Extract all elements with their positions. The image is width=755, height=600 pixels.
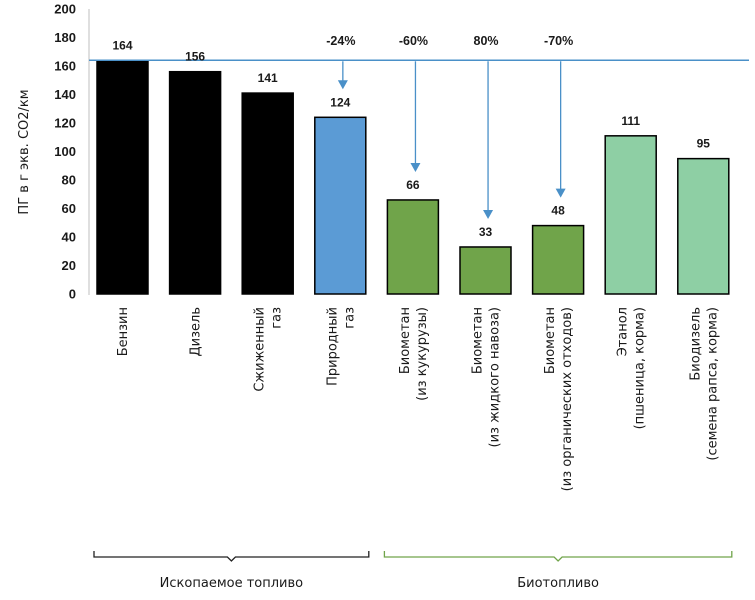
reduction-label: -70% — [544, 34, 573, 48]
y-tick-label: 20 — [62, 258, 76, 273]
category-label-line: Биометан — [543, 307, 558, 374]
category-label: Бензин — [116, 307, 131, 356]
category-label-line: Сжиженный — [253, 307, 268, 392]
category-label-line: (из органических отходов) — [560, 307, 575, 491]
category-label: Биометан (из органических отходов) — [543, 307, 575, 491]
y-tick-label: 200 — [54, 2, 76, 17]
bar — [459, 246, 512, 295]
category-label: Биодизель (семена рапса, корма) — [688, 307, 720, 461]
y-tick-label: 160 — [54, 59, 76, 74]
y-tick-label: 140 — [54, 87, 76, 102]
y-tick-label: 180 — [54, 30, 76, 45]
data-label: 124 — [330, 95, 350, 109]
data-label: 156 — [185, 50, 205, 64]
category-label-line: (пшеница, корма) — [633, 307, 648, 429]
bar — [168, 70, 222, 295]
reduction-label: 80% — [474, 34, 499, 48]
category-label: Природный газ — [325, 307, 357, 386]
bar — [604, 135, 657, 295]
reduction-label: -60% — [399, 34, 428, 48]
category-label: Дизель — [189, 307, 204, 357]
category-label-line: Биодизель — [688, 307, 703, 381]
reduction-arrow-head — [337, 80, 348, 90]
y-tick-label: 120 — [54, 116, 76, 131]
y-tick-label: 40 — [62, 230, 76, 245]
category-label-line: Биометан — [471, 307, 486, 374]
category-label: Этанол (пшеница, корма) — [616, 307, 648, 429]
reduction-arrow-head — [555, 188, 566, 198]
y-tick-label: 60 — [62, 201, 76, 216]
reduction-label: -24% — [326, 34, 355, 48]
reduction-arrow-head — [483, 209, 494, 219]
category-label: Сжиженный газ — [253, 307, 285, 392]
group-label: Ископаемое топливо — [160, 576, 303, 591]
category-label: Биометан (из кукурузы) — [398, 307, 430, 401]
reduction-arrow-head — [410, 162, 421, 172]
bar — [241, 92, 294, 295]
bar — [386, 199, 440, 295]
category-label-line: (из кукурузы) — [415, 307, 430, 401]
category-label-line: Дизель — [189, 307, 204, 357]
y-axis-label: ПГ в г экв. CO2/км — [17, 89, 32, 214]
bar — [531, 224, 585, 295]
bar — [96, 59, 149, 295]
data-label: 48 — [551, 204, 565, 218]
category-label-line: (семена рапса, корма) — [705, 307, 720, 461]
category-label-line: (из жидкого навоза) — [488, 307, 503, 447]
group-bracket — [93, 551, 370, 562]
data-label: 33 — [479, 225, 493, 239]
data-label: 164 — [112, 38, 132, 52]
data-label: 111 — [621, 114, 640, 128]
category-label-line: газ — [342, 307, 357, 329]
y-tick-label: 0 — [69, 287, 76, 302]
category-label-line: Этанол — [616, 307, 631, 356]
category-label-line: газ — [270, 307, 285, 329]
y-tick-label: 80 — [62, 173, 76, 188]
category-label: Биометан (из жидкого навоза) — [471, 307, 503, 447]
category-label-line: Биометан — [398, 307, 413, 374]
y-tick-label: 100 — [54, 144, 76, 159]
group-label: Биотопливо — [517, 576, 599, 591]
category-label-line: Природный — [325, 307, 340, 386]
data-label: 95 — [697, 137, 711, 151]
bar — [314, 116, 367, 295]
category-label-line: Бензин — [116, 307, 131, 356]
bar — [677, 157, 730, 295]
data-label: 141 — [258, 71, 278, 85]
group-bracket — [383, 551, 733, 562]
data-label: 66 — [406, 178, 420, 192]
